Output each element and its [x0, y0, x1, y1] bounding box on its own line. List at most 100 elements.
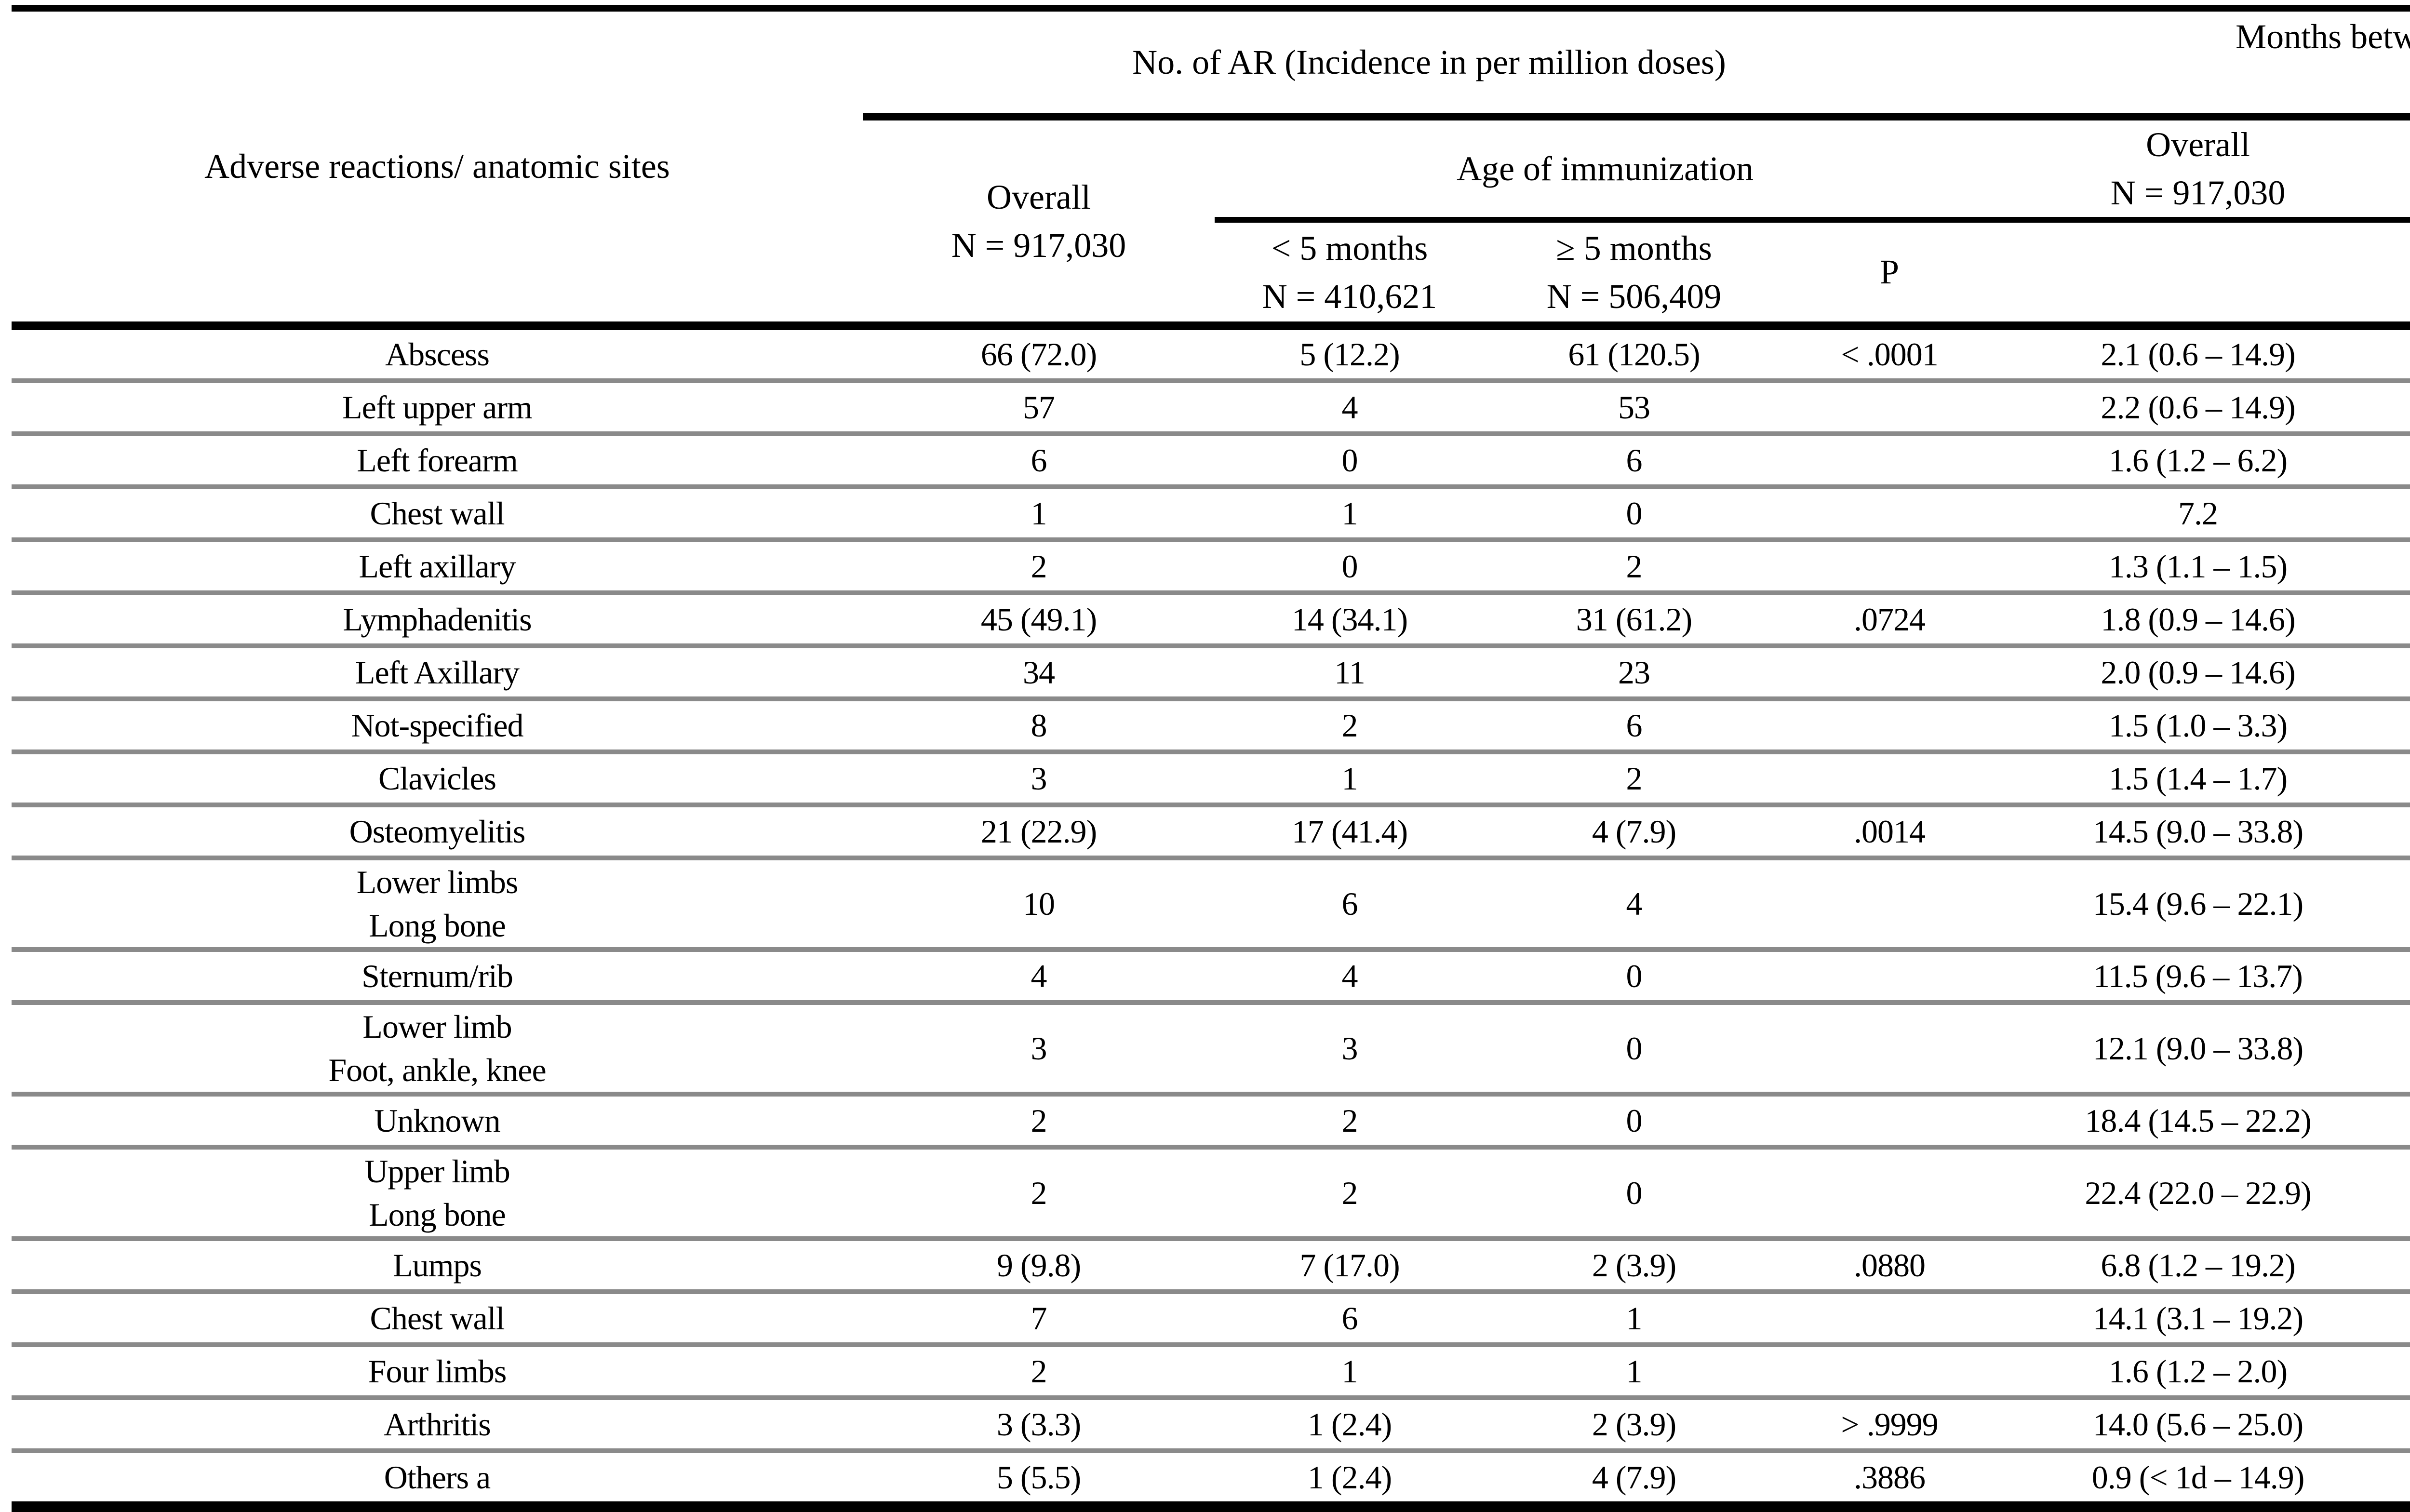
cell-g1-lt5: 1 [1215, 752, 1485, 807]
cell-g1-overall: 5 (5.5) [863, 1451, 1215, 1512]
g2-overall-spacer [1995, 220, 2401, 330]
column-header-adverse-reactions: Adverse reactions/ anatomic sites [12, 5, 863, 330]
cell-g1-lt5: 1 (2.4) [1215, 1451, 1485, 1512]
g2-age-of-immunization-header: Age of immunization [2400, 117, 2410, 223]
cell-g2-overall-median: 1.6 (1.2 – 2.0) [1995, 1345, 2401, 1400]
cell-g1-lt5: 0 [1215, 540, 1485, 595]
cell-g1-ge5: 6 [1485, 699, 1783, 754]
row-label-line: Upper limb [364, 1153, 510, 1190]
row-label: Left forearm [12, 434, 863, 489]
cell-g2-overall-median: 14.1 (3.1 – 19.2) [1995, 1292, 2401, 1347]
adverse-reactions-table: Adverse reactions/ anatomic sites No. of… [12, 5, 2410, 1512]
row-label-line: Osteomyelitis [349, 813, 526, 850]
cell-g1-p: .0014 [1783, 805, 1996, 860]
cell-g2-lt5 [2400, 487, 2410, 542]
cell-g2-overall-median: 11.5 (9.6 – 13.7) [1995, 950, 2401, 1005]
cell-g1-overall: 3 (3.3) [863, 1398, 1215, 1453]
cell-g2-lt5 [2400, 1003, 2410, 1097]
row-label: Arthritis [12, 1398, 863, 1453]
table-row: Abscess 66 (72.0) 5 (12.2) 61 (120.5) < .000… [12, 326, 2410, 383]
cell-g2-overall-median: 12.1 (9.0 – 33.8) [1995, 1003, 2401, 1097]
cell-g2-overall-median: 7.2 [1995, 487, 2401, 542]
cell-g1-lt5: 4 [1215, 950, 1485, 1005]
cell-g2-overall-median: 14.5 (9.0 – 33.8) [1995, 805, 2401, 860]
cell-g1-lt5: 11 [1215, 646, 1485, 701]
row-label-line: Left forearm [357, 442, 518, 479]
cell-g1-overall: 9 (9.8) [863, 1239, 1215, 1294]
cell-g2-overall-median: 14.0 (5.6 – 25.0) [1995, 1398, 2401, 1453]
cell-g1-overall: 1 [863, 487, 1215, 542]
cell-g1-p [1783, 487, 1996, 542]
row-label-line: Four limbs [368, 1353, 507, 1390]
cell-g1-p [1783, 1292, 1996, 1347]
g1-overall-line2: N = 917,030 [951, 226, 1126, 265]
cell-g2-lt5 [2400, 1292, 2410, 1347]
table-row: Left Axillary 34 11 23 2.0 (0.9 – 14.6) [12, 646, 2410, 701]
g1-lt5-months-header: < 5 months N = 410,621 [1215, 220, 1485, 330]
header-sub-row-2: < 5 months N = 410,621 ≥ 5 months N = 50… [12, 220, 2410, 330]
cell-g2-lt5: 14.1 (1.2 – 19.2) [2400, 1239, 2410, 1294]
row-label-line: Others a [384, 1459, 491, 1496]
cell-g1-overall: 8 [863, 699, 1215, 754]
row-label: Lower limb Foot, ankle, knee [12, 1003, 863, 1097]
cell-g1-ge5: 31 (61.2) [1485, 593, 1783, 648]
cell-g1-p [1783, 381, 1996, 436]
table-row: Lumps 9 (9.8) 7 (17.0) 2 (3.9) .0880 6.8 (1.2… [12, 1239, 2410, 1294]
cell-g1-p [1783, 1147, 1996, 1241]
row-label: Not-specified [12, 699, 863, 754]
cell-g1-overall: 34 [863, 646, 1215, 701]
cell-g1-p: > .9999 [1783, 1398, 1996, 1453]
cell-g2-lt5 [2400, 1147, 2410, 1241]
row-label: Left upper arm [12, 381, 863, 436]
cell-g1-lt5: 5 (12.2) [1215, 326, 1485, 383]
cell-g1-ge5: 0 [1485, 1003, 1783, 1097]
row-label-line: Long bone [369, 1196, 506, 1233]
cell-g2-lt5 [2400, 540, 2410, 595]
row-label-line: Chest wall [370, 495, 505, 532]
cell-g1-p [1783, 434, 1996, 489]
cell-g1-lt5: 17 (41.4) [1215, 805, 1485, 860]
group-header-months-line2: Median (range) [1995, 62, 2410, 113]
cell-g2-overall-median: 1.3 (1.1 – 1.5) [1995, 540, 2401, 595]
cell-g1-ge5: 0 [1485, 950, 1783, 1005]
cell-g2-overall-median: 1.5 (1.0 – 3.3) [1995, 699, 2401, 754]
group-header-months-line1: Months between immunization and AR onset… [2236, 17, 2410, 56]
cell-g2-overall-median: 1.8 (0.9 – 14.6) [1995, 593, 2401, 648]
g1-ge5-line1: ≥ 5 months [1556, 228, 1712, 268]
cell-g2-lt5 [2400, 1345, 2410, 1400]
cell-g2-overall-median: 18.4 (14.5 – 22.2) [1995, 1094, 2401, 1150]
g2-overall-header: Overall N = 917,030 [1995, 117, 2401, 223]
cell-g2-lt5: 4.9 (0.6 – 8.9) [2400, 326, 2410, 383]
row-label-line: Left axillary [359, 548, 516, 585]
cell-g1-p: < .0001 [1783, 326, 1996, 383]
cell-g1-overall: 2 [863, 1147, 1215, 1241]
cell-g2-overall-median: 2.0 (0.9 – 14.6) [1995, 646, 2401, 701]
cell-g1-ge5: 4 [1485, 858, 1783, 952]
table-row: Arthritis 3 (3.3) 1 (2.4) 2 (3.9) > .9999 14.… [12, 1398, 2410, 1453]
cell-g1-overall: 6 [863, 434, 1215, 489]
table-row: Lower limb Foot, ankle, knee 3 3 0 12.1 (9.0 … [12, 1003, 2410, 1097]
table-row: Four limbs 2 1 1 1.6 (1.2 – 2.0) [12, 1345, 2410, 1400]
cell-g1-p: .0880 [1783, 1239, 1996, 1294]
row-label: Lymphadenitis [12, 593, 863, 648]
cell-g1-ge5: 4 (7.9) [1485, 1451, 1783, 1512]
cell-g1-lt5: 14 (34.1) [1215, 593, 1485, 648]
row-label: Osteomyelitis [12, 805, 863, 860]
row-label-line: Abscess [385, 336, 490, 373]
cell-g1-ge5: 0 [1485, 487, 1783, 542]
table-row: Osteomyelitis 21 (22.9) 17 (41.4) 4 (7.9) .0… [12, 805, 2410, 860]
g1-ge5-line2: N = 506,409 [1546, 277, 1722, 316]
row-label: Chest wall [12, 1292, 863, 1347]
cell-g1-ge5: 0 [1485, 1094, 1783, 1150]
row-label-line: Unknown [374, 1102, 500, 1139]
header-sub-row-1: Overall N = 917,030 Age of immunization … [12, 117, 2410, 330]
cell-g1-lt5: 1 (2.4) [1215, 1398, 1485, 1453]
cell-g1-lt5: 6 [1215, 858, 1485, 952]
cell-g2-lt5 [2400, 752, 2410, 807]
row-label-line: Clavicles [378, 760, 496, 797]
cell-g1-lt5: 2 [1215, 699, 1485, 754]
cell-g1-lt5: 6 [1215, 1292, 1485, 1347]
table-row: Not-specified 8 2 6 1.5 (1.0 – 3.3) [12, 699, 2410, 754]
cell-g1-ge5: 1 [1485, 1345, 1783, 1400]
cell-g1-p [1783, 1003, 1996, 1097]
